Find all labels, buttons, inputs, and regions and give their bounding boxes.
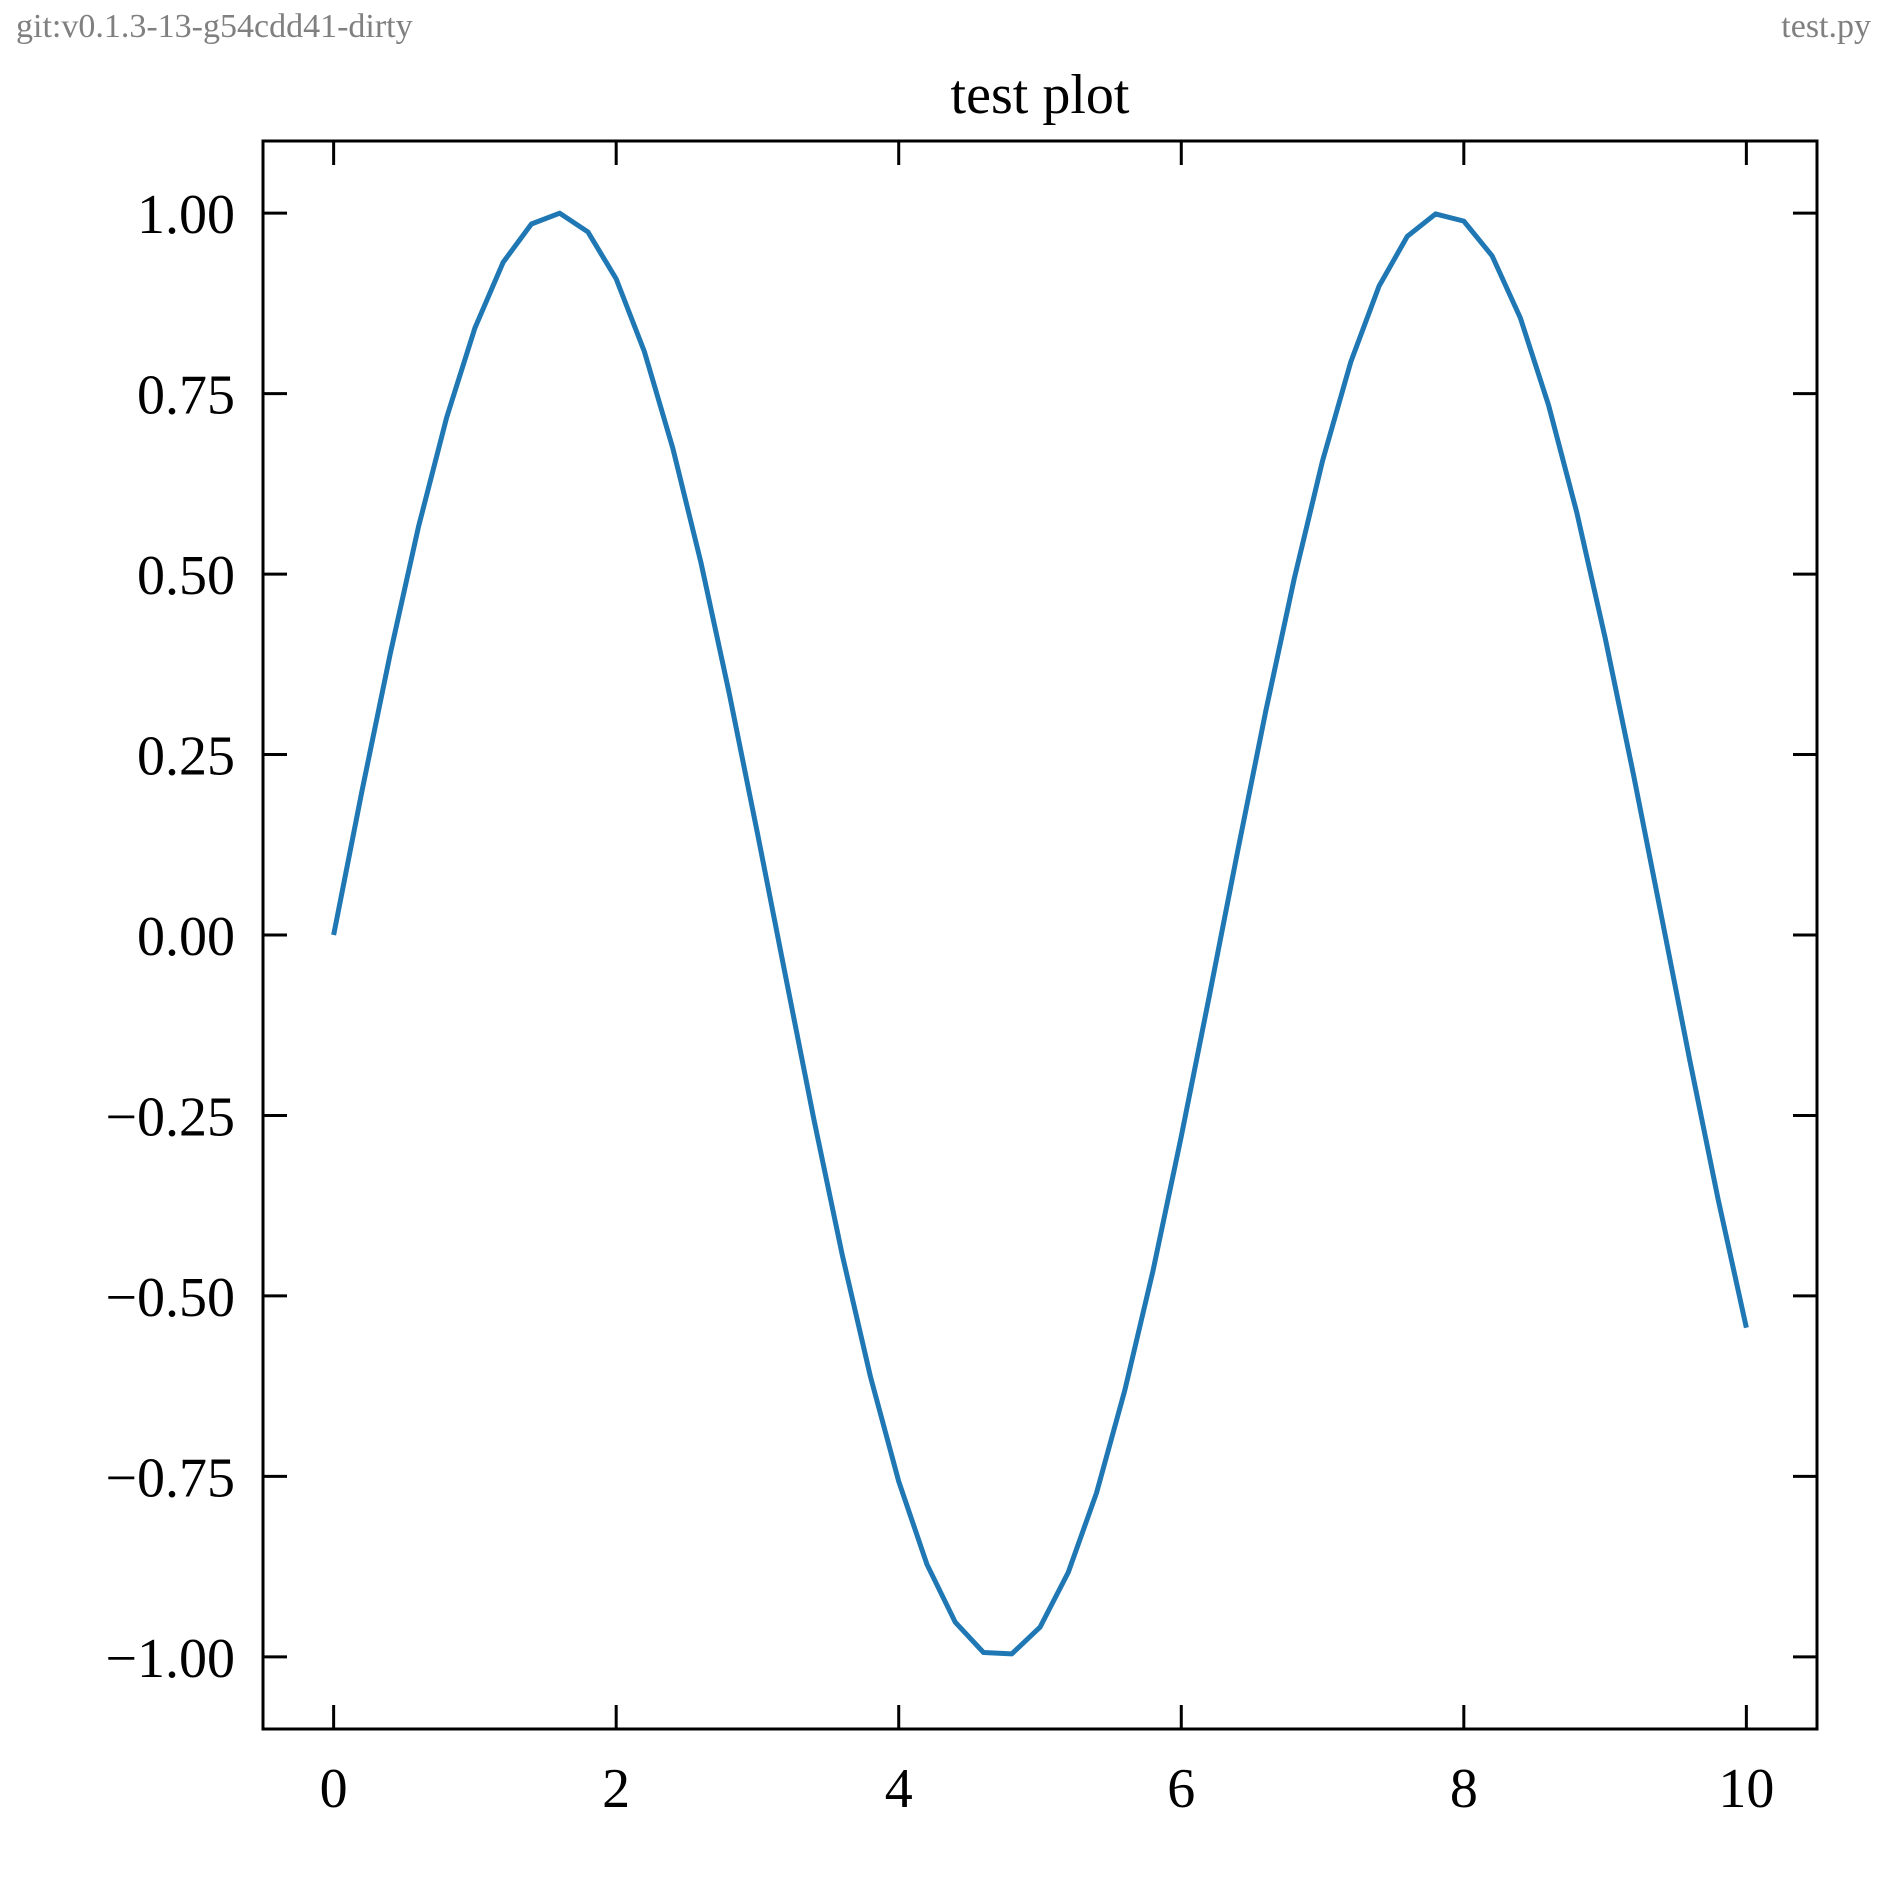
script-name-label: test.py — [1781, 8, 1871, 45]
x-tick-label: 4 — [885, 1758, 913, 1820]
y-tick-label: 0.00 — [137, 906, 235, 968]
git-version-label: git:v0.1.3-13-g54cdd41-dirty — [16, 8, 413, 45]
x-tick-label: 10 — [1718, 1758, 1774, 1820]
y-tick-label: −0.25 — [105, 1086, 235, 1148]
x-tick-label: 2 — [602, 1758, 630, 1820]
series-line-0 — [331, 210, 1749, 1657]
y-tick-label: 0.75 — [137, 365, 235, 427]
y-tick-label: 1.00 — [137, 184, 235, 246]
y-tick-label: 0.50 — [137, 545, 235, 607]
axes-frame — [261, 139, 1819, 1731]
y-tick-label: −0.75 — [105, 1447, 235, 1509]
y-tick-label: 0.25 — [137, 726, 235, 788]
y-tick-label: −0.50 — [105, 1267, 235, 1329]
x-tick-label: 8 — [1450, 1758, 1478, 1820]
x-tick-label: 6 — [1167, 1758, 1195, 1820]
chart-title: test plot — [951, 64, 1130, 126]
x-tick-label: 0 — [320, 1758, 348, 1820]
y-tick-label: −1.00 — [105, 1628, 235, 1690]
